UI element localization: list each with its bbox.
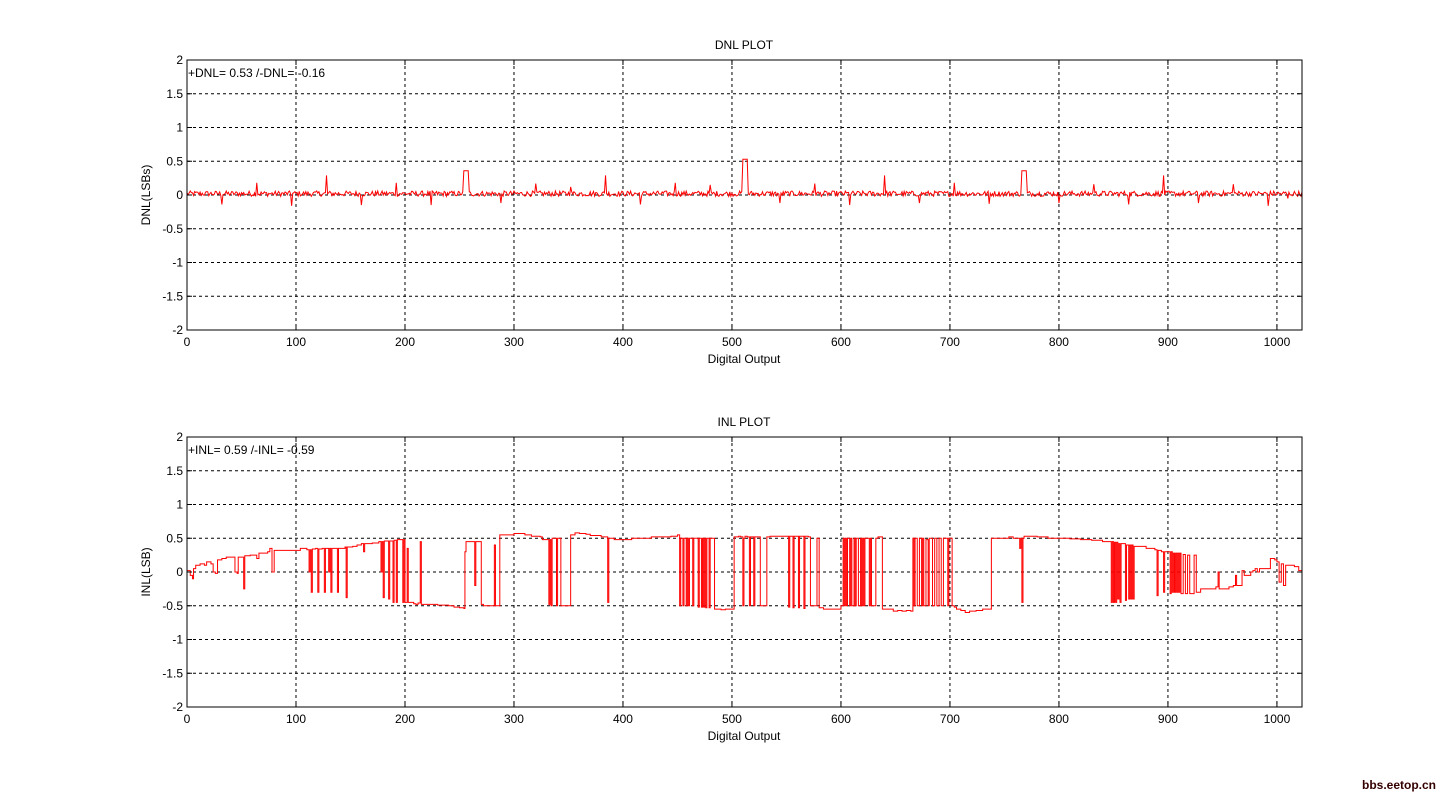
- inl-subplot: 0 100 200 300 400 500 600 700 800 900 1000 -2 -1.5 -1…: [139, 415, 1303, 743]
- inl-xtick-label: 0: [184, 712, 191, 726]
- inl-title: INL PLOT: [718, 415, 772, 429]
- dnl-xtick-label: 300: [504, 335, 524, 349]
- inl-xtick-label: 200: [395, 712, 415, 726]
- dnl-ytick-label: 1: [176, 121, 183, 135]
- dnl-ytick-label: -1.5: [162, 289, 183, 303]
- inl-xtick-label: 400: [613, 712, 633, 726]
- inl-xtick-label: 300: [504, 712, 524, 726]
- dnl-series: [186, 158, 1303, 206]
- dnl-xtick-label: 800: [1049, 335, 1069, 349]
- dnl-ytick-label: 0: [176, 188, 183, 202]
- dnl-grid: [187, 60, 1302, 330]
- inl-annotation: +INL= 0.59 /-INL= -0.59: [188, 443, 315, 457]
- dnl-subplot: 0 100 200 300 400 500 600 700 800 900 1000 -2 -1.5 -1…: [139, 38, 1303, 366]
- inl-xtick-label: 100: [286, 712, 306, 726]
- dnl-xtick-label: 100: [286, 335, 306, 349]
- dnl-xtick-label: 600: [831, 335, 851, 349]
- inl-ytick-label: -2: [172, 700, 183, 714]
- dnl-xtick-label: 400: [613, 335, 633, 349]
- inl-series-line: [187, 532, 1303, 613]
- dnl-ticks: 0 100 200 300 400 500 600 700 800 900 1000 -2 -1.5 -1…: [162, 53, 1302, 349]
- inl-ytick-label: 0.5: [166, 531, 183, 545]
- inl-ytick-label: -1: [172, 633, 183, 647]
- dnl-xtick-label: 200: [395, 335, 415, 349]
- dnl-xtick-label: 700: [940, 335, 960, 349]
- inl-series: [187, 532, 1303, 613]
- inl-xlabel: Digital Output: [708, 729, 781, 743]
- inl-xtick-label: 900: [1158, 712, 1178, 726]
- inl-ytick-label: 1: [176, 498, 183, 512]
- dnl-xlabel: Digital Output: [708, 352, 781, 366]
- dnl-ytick-label: -0.5: [162, 222, 183, 236]
- inl-xtick-label: 500: [722, 712, 742, 726]
- dnl-ytick-label: 0.5: [166, 154, 183, 168]
- inl-xtick-label: 600: [831, 712, 851, 726]
- dnl-ytick-label: 2: [176, 53, 183, 67]
- inl-ytick-label: -1.5: [162, 666, 183, 680]
- inl-xtick-label: 800: [1049, 712, 1069, 726]
- inl-ylabel: INL(LSB): [139, 547, 153, 596]
- dnl-ytick-label: -2: [172, 323, 183, 337]
- inl-xtick-label: 700: [940, 712, 960, 726]
- watermark: bbs.eetop.cn: [1361, 778, 1436, 792]
- inl-xtick-label: 1000: [1264, 712, 1291, 726]
- dnl-xtick-label: 1000: [1264, 335, 1291, 349]
- dnl-ylabel: DNL(LSBs): [139, 165, 153, 226]
- dnl-title: DNL PLOT: [715, 38, 774, 52]
- dnl-xtick-label: 900: [1158, 335, 1178, 349]
- inl-ytick-label: 0: [176, 565, 183, 579]
- dnl-ytick-label: -1: [172, 256, 183, 270]
- inl-ytick-label: -0.5: [162, 599, 183, 613]
- dnl-ytick-label: 1.5: [166, 87, 183, 101]
- dnl-series-line: [186, 158, 1303, 206]
- inl-grid: [187, 437, 1302, 707]
- inl-ticks: 0 100 200 300 400 500 600 700 800 900 1000 -2 -1.5 -1…: [162, 430, 1302, 726]
- inl-ytick-label: 1.5: [166, 464, 183, 478]
- dnl-xtick-label: 500: [722, 335, 742, 349]
- dnl-annotation: +DNL= 0.53 /-DNL= -0.16: [188, 66, 325, 80]
- inl-ytick-label: 2: [176, 430, 183, 444]
- dnl-xtick-label: 0: [184, 335, 191, 349]
